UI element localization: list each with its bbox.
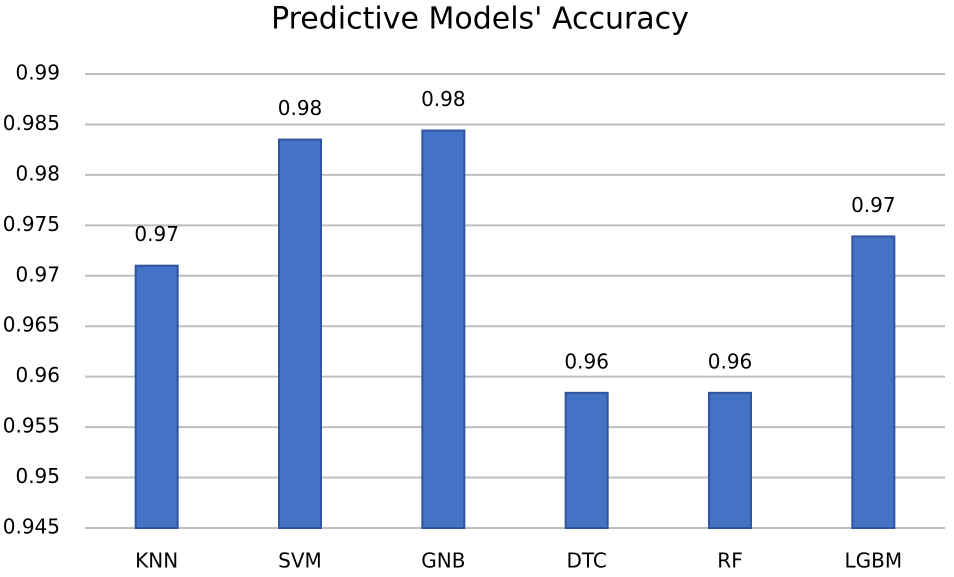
- y-tick-label: 0.98: [15, 161, 60, 185]
- bar: [421, 129, 466, 529]
- x-tick-label: KNN: [135, 549, 178, 573]
- chart-title: Predictive Models' Accuracy: [271, 2, 689, 37]
- x-tick-label: RF: [717, 549, 742, 573]
- value-label: 0.98: [278, 96, 323, 120]
- value-label: 0.96: [708, 349, 753, 373]
- bar: [564, 391, 609, 530]
- x-tick-label: SVM: [278, 549, 322, 573]
- y-tick-label: 0.96: [15, 363, 60, 387]
- bar: [851, 235, 896, 529]
- y-tick-label: 0.975: [3, 212, 60, 236]
- y-tick-label: 0.965: [3, 313, 60, 337]
- bar: [708, 391, 752, 530]
- value-label: 0.97: [134, 222, 179, 246]
- bar: [278, 138, 322, 529]
- y-tick-label: 0.945: [3, 515, 60, 539]
- value-label: 0.98: [421, 87, 466, 111]
- y-tick-label: 0.985: [3, 111, 60, 135]
- value-label: 0.97: [851, 193, 896, 217]
- value-label: 0.96: [564, 349, 609, 373]
- x-tick-label: LGBM: [845, 549, 903, 573]
- y-tick-label: 0.99: [15, 61, 60, 85]
- x-tick-label: DTC: [566, 549, 606, 573]
- bar: [134, 264, 179, 529]
- x-tick-label: GNB: [421, 549, 465, 573]
- y-tick-label: 0.95: [15, 464, 60, 488]
- y-tick-label: 0.97: [15, 262, 60, 286]
- y-tick-label: 0.955: [3, 414, 60, 438]
